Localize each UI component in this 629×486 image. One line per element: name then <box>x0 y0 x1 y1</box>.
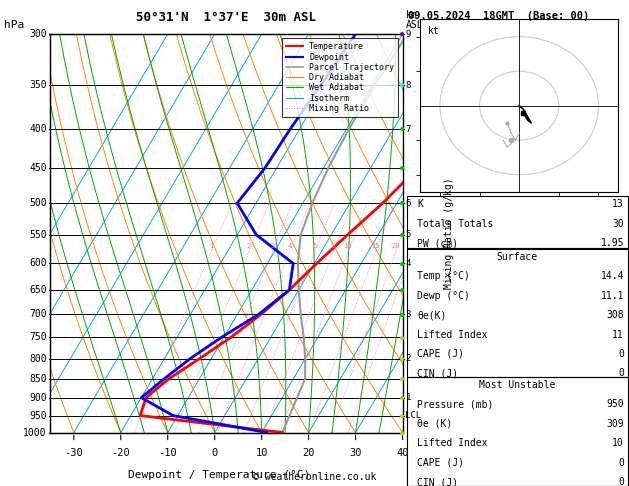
Text: 20: 20 <box>391 243 400 249</box>
Text: K: K <box>417 199 423 209</box>
Bar <box>407 248 628 377</box>
Text: 11.1: 11.1 <box>601 291 624 301</box>
Text: 1.95: 1.95 <box>601 238 624 248</box>
Text: 1: 1 <box>405 393 411 402</box>
Text: 8: 8 <box>405 81 411 89</box>
Text: CAPE (J): CAPE (J) <box>417 458 464 468</box>
Text: 0: 0 <box>211 449 218 458</box>
Text: © weatheronline.co.uk: © weatheronline.co.uk <box>253 472 376 482</box>
Text: ●: ● <box>400 200 404 206</box>
Bar <box>407 377 628 486</box>
Text: ●: ● <box>400 376 404 382</box>
Text: 40: 40 <box>396 449 409 458</box>
Text: ●: ● <box>400 260 404 266</box>
Text: km
ASL: km ASL <box>406 10 424 30</box>
Text: ●: ● <box>400 126 404 132</box>
Text: 11: 11 <box>612 330 624 340</box>
Text: 5: 5 <box>405 230 411 239</box>
Text: -10: -10 <box>159 449 177 458</box>
Text: 10: 10 <box>255 449 268 458</box>
Text: 13: 13 <box>612 199 624 209</box>
Text: 300: 300 <box>29 29 47 39</box>
Text: 6: 6 <box>405 199 411 208</box>
Text: -30: -30 <box>64 449 83 458</box>
Text: 0: 0 <box>618 349 624 359</box>
Text: 1000: 1000 <box>23 428 47 437</box>
Text: 9: 9 <box>405 30 411 38</box>
Text: CIN (J): CIN (J) <box>417 477 458 486</box>
Text: 6: 6 <box>313 243 317 249</box>
Legend: Temperature, Dewpoint, Parcel Trajectory, Dry Adiabat, Wet Adiabat, Isotherm, Mi: Temperature, Dewpoint, Parcel Trajectory… <box>282 38 398 117</box>
Text: ●: ● <box>400 334 404 340</box>
Text: Temp (°C): Temp (°C) <box>417 271 470 281</box>
Text: 10: 10 <box>612 438 624 449</box>
Text: 800: 800 <box>29 354 47 364</box>
Text: 09.05.2024  18GMT  (Base: 00): 09.05.2024 18GMT (Base: 00) <box>408 11 589 21</box>
Text: 3: 3 <box>405 310 411 319</box>
Text: 400: 400 <box>29 124 47 134</box>
Text: ●: ● <box>400 395 404 400</box>
Text: ●: ● <box>400 356 404 362</box>
Text: 1: 1 <box>209 243 213 249</box>
Text: Lifted Index: Lifted Index <box>417 330 487 340</box>
Text: 550: 550 <box>29 230 47 240</box>
Text: 0: 0 <box>618 477 624 486</box>
Text: 900: 900 <box>29 393 47 403</box>
Text: Surface: Surface <box>497 252 538 262</box>
Text: 308: 308 <box>606 310 624 320</box>
Text: ●: ● <box>400 82 404 88</box>
Text: 7: 7 <box>405 125 411 134</box>
Text: 750: 750 <box>29 332 47 342</box>
Text: LCL: LCL <box>405 411 421 420</box>
Text: Dewp (°C): Dewp (°C) <box>417 291 470 301</box>
Text: 15: 15 <box>371 243 380 249</box>
Text: 950: 950 <box>606 399 624 410</box>
Text: Dewpoint / Temperature (°C): Dewpoint / Temperature (°C) <box>128 470 311 480</box>
Text: 14.4: 14.4 <box>601 271 624 281</box>
Y-axis label: Mixing Ratio (g/kg): Mixing Ratio (g/kg) <box>444 177 454 289</box>
Text: 500: 500 <box>29 198 47 208</box>
Text: 30: 30 <box>349 449 362 458</box>
Text: 2: 2 <box>405 354 411 363</box>
Text: 0: 0 <box>618 368 624 379</box>
Text: 50°31'N  1°37'E  30m ASL: 50°31'N 1°37'E 30m ASL <box>136 11 316 24</box>
Text: PW (cm): PW (cm) <box>417 238 458 248</box>
Text: 950: 950 <box>29 411 47 420</box>
Text: ●: ● <box>400 232 404 238</box>
Text: ●: ● <box>400 413 404 418</box>
Text: 850: 850 <box>29 374 47 384</box>
Text: 650: 650 <box>29 285 47 295</box>
Text: 3: 3 <box>270 243 274 249</box>
Text: 0: 0 <box>618 458 624 468</box>
Text: 600: 600 <box>29 259 47 268</box>
Text: Most Unstable: Most Unstable <box>479 380 555 390</box>
Text: CIN (J): CIN (J) <box>417 368 458 379</box>
Text: 20: 20 <box>303 449 315 458</box>
Text: 4: 4 <box>405 259 411 268</box>
Text: kt: kt <box>428 26 440 36</box>
Text: 350: 350 <box>29 80 47 90</box>
Text: ●: ● <box>400 165 404 171</box>
Bar <box>407 196 628 249</box>
Text: θe(K): θe(K) <box>417 310 447 320</box>
Text: 30: 30 <box>612 219 624 229</box>
Text: ●: ● <box>400 287 404 293</box>
Text: ●: ● <box>400 430 404 435</box>
Text: Pressure (mb): Pressure (mb) <box>417 399 493 410</box>
Text: CAPE (J): CAPE (J) <box>417 349 464 359</box>
Text: ●: ● <box>400 312 404 317</box>
Text: 4: 4 <box>287 243 292 249</box>
Text: 8: 8 <box>331 243 335 249</box>
Text: Totals Totals: Totals Totals <box>417 219 493 229</box>
Text: 10: 10 <box>343 243 352 249</box>
Text: hPa: hPa <box>4 20 24 30</box>
Text: -20: -20 <box>111 449 130 458</box>
Text: θe (K): θe (K) <box>417 419 452 429</box>
Text: 700: 700 <box>29 310 47 319</box>
Text: Lifted Index: Lifted Index <box>417 438 487 449</box>
Text: 450: 450 <box>29 163 47 173</box>
Text: 309: 309 <box>606 419 624 429</box>
Text: ●: ● <box>400 31 404 37</box>
Text: 2: 2 <box>247 243 251 249</box>
